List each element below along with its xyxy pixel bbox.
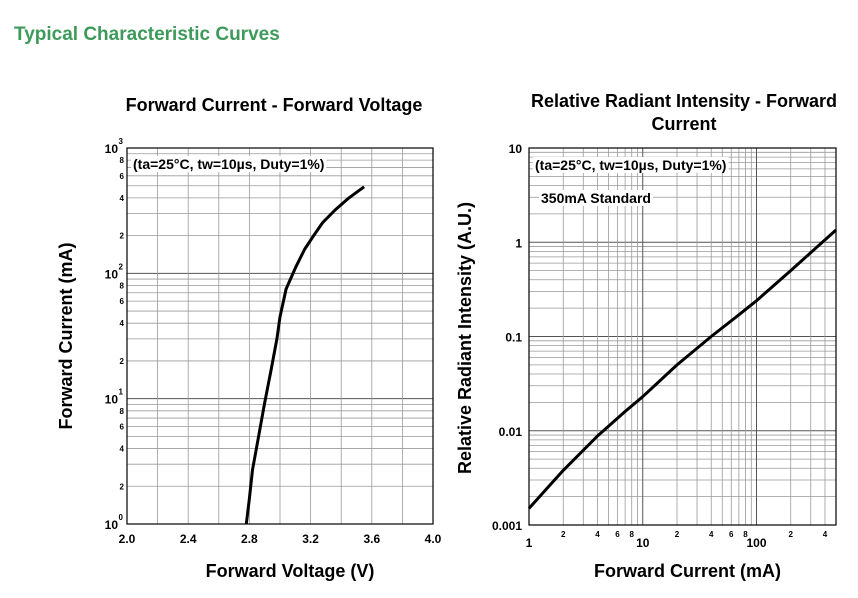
y-tick-label: 10 xyxy=(105,142,119,156)
series-line xyxy=(527,228,838,510)
x-tick-label: 10 xyxy=(636,536,650,550)
x-tick-label: 2.0 xyxy=(119,532,136,546)
y-minor-label: 2 xyxy=(120,232,125,241)
chart2-title: Relative Radiant Intensity - Forward Cur… xyxy=(530,91,838,134)
x-minor-label: 8 xyxy=(629,530,634,539)
annotation-background xyxy=(533,157,729,173)
y-minor-label: 2 xyxy=(120,482,125,491)
annotation-background xyxy=(539,190,653,206)
y-axis-label: Forward Current (mA) xyxy=(56,242,76,429)
y-tick-label: 0.01 xyxy=(499,425,523,439)
y-tick-label: 10 xyxy=(509,142,523,156)
x-minor-label: 6 xyxy=(729,530,734,539)
y-minor-label: 6 xyxy=(120,422,125,431)
x-tick-label: 3.2 xyxy=(302,532,319,546)
annotation-background xyxy=(131,156,327,172)
y-minor-label: 6 xyxy=(120,172,125,181)
y-minor-label: 2 xyxy=(120,357,125,366)
y-axis-label: Relative Radiant Intensity (A.U.) xyxy=(455,202,475,474)
x-tick-label: 100 xyxy=(746,536,766,550)
x-minor-label: 4 xyxy=(709,530,714,539)
chart1-title: Forward Current - Forward Voltage xyxy=(125,95,423,115)
x-minor-label: 2 xyxy=(675,530,680,539)
x-minor-label: 8 xyxy=(743,530,748,539)
x-minor-label: 4 xyxy=(823,530,828,539)
y-tick-label: 10 xyxy=(105,267,119,281)
y-tick-label: 10 xyxy=(105,393,119,407)
y-tick-exponent: 0 xyxy=(119,513,124,522)
y-tick-exponent: 1 xyxy=(119,388,124,397)
x-minor-label: 2 xyxy=(789,530,794,539)
y-minor-label: 4 xyxy=(120,445,125,454)
x-minor-label: 4 xyxy=(595,530,600,539)
y-tick-label: 0.1 xyxy=(505,331,522,345)
y-tick-label: 1 xyxy=(515,236,522,250)
plot-frame xyxy=(528,147,837,526)
chart2-annotation: (ta=25°C, tw=10µs, Duty=1%) xyxy=(535,157,726,173)
y-minor-label: 6 xyxy=(120,297,125,306)
plot-frame xyxy=(126,147,434,525)
y-minor-label: 8 xyxy=(120,407,125,416)
y-minor-label: 4 xyxy=(120,319,125,328)
x-tick-label: 4.0 xyxy=(425,532,442,546)
page-heading: Typical Characteristic Curves xyxy=(14,24,280,45)
x-tick-label: 2.4 xyxy=(180,532,197,546)
x-minor-label: 2 xyxy=(561,530,566,539)
y-tick-exponent: 3 xyxy=(119,137,124,146)
y-minor-label: 4 xyxy=(120,194,125,203)
x-tick-label: 1 xyxy=(526,536,533,550)
x-minor-label: 6 xyxy=(615,530,620,539)
series-line xyxy=(244,185,365,525)
chart2-annotation-standard: 350mA Standard xyxy=(541,190,651,206)
chart1-annotation: (ta=25°C, tw=10µs, Duty=1%) xyxy=(133,156,324,172)
y-tick-label: 10 xyxy=(105,518,119,532)
y-minor-label: 8 xyxy=(120,281,125,290)
y-tick-exponent: 2 xyxy=(119,262,124,271)
x-tick-label: 2.8 xyxy=(241,532,258,546)
y-tick-label: 0.001 xyxy=(492,519,522,533)
y-minor-label: 8 xyxy=(120,156,125,165)
x-axis-label: Forward Voltage (V) xyxy=(206,561,375,581)
x-axis-label: Forward Current (mA) xyxy=(594,561,781,581)
x-tick-label: 3.6 xyxy=(363,532,380,546)
